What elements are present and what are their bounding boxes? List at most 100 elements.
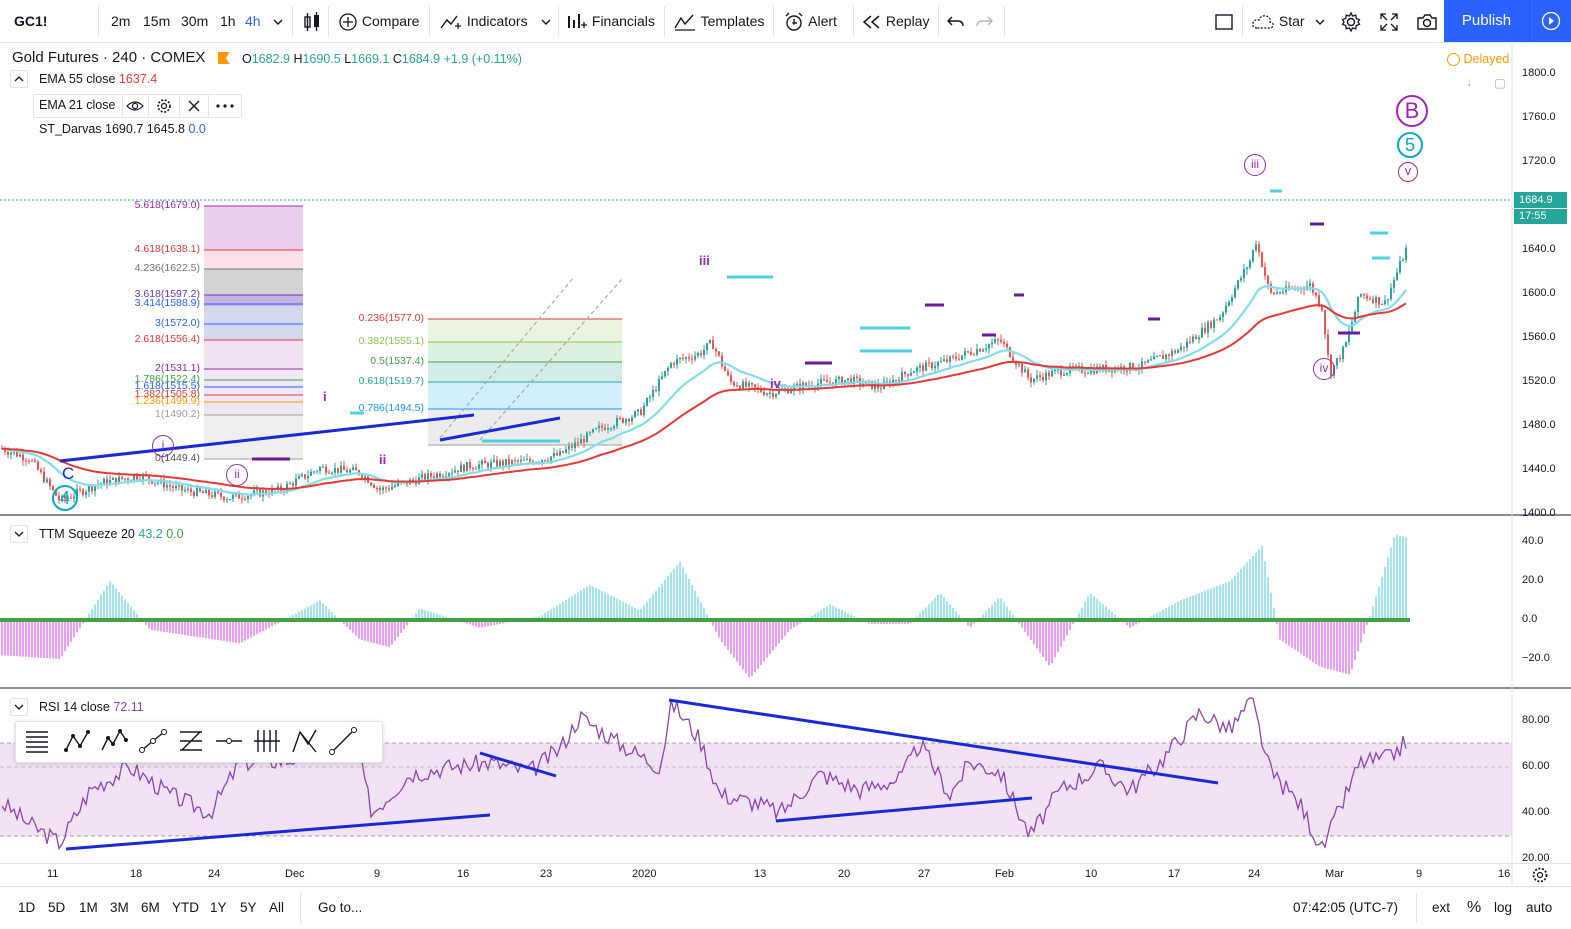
undo-icon[interactable] xyxy=(947,0,965,42)
cloud-save-button[interactable]: Star xyxy=(1251,0,1305,42)
close-label: C xyxy=(392,52,402,66)
publish-options-button[interactable] xyxy=(1529,0,1571,42)
wave-label-iv-mid[interactable]: iv xyxy=(770,376,781,391)
abcd-pattern-icon[interactable] xyxy=(58,722,96,760)
horizontal-ray-icon[interactable] xyxy=(210,722,248,760)
eye-icon[interactable] xyxy=(126,98,144,114)
fib-extension-level-label: 1.786(1522.4) xyxy=(134,373,200,385)
wave-label-i[interactable]: i xyxy=(152,435,174,457)
snapshot-camera-icon[interactable] xyxy=(1416,0,1438,42)
darvas-legend[interactable]: ST_Darvas 1690.7 1645.8 0.0 xyxy=(39,122,206,136)
range-button-5y[interactable]: 5Y xyxy=(240,900,257,915)
alert-label: Alert xyxy=(808,13,837,29)
range-button-1m[interactable]: 1M xyxy=(79,900,98,915)
interval-4h-active[interactable]: 4h xyxy=(245,13,261,29)
symbol-search[interactable]: GC1! xyxy=(14,13,48,29)
elliott-wave-icon[interactable] xyxy=(96,722,134,760)
range-button-6m[interactable]: 6M xyxy=(141,900,160,915)
publish-button[interactable]: Publish xyxy=(1444,0,1529,42)
flag-icon[interactable] xyxy=(217,52,230,65)
alert-button[interactable]: Alert xyxy=(783,0,837,42)
log-scale-toggle[interactable]: log xyxy=(1494,900,1513,915)
restore-pane-icon[interactable]: ▢ xyxy=(1494,76,1506,90)
goto-date-button[interactable]: Go to... xyxy=(318,900,363,915)
fib-extension-drawing[interactable] xyxy=(204,205,303,460)
wave-label-5[interactable]: 5 xyxy=(1397,132,1423,158)
interval-1h[interactable]: 1h xyxy=(220,13,236,29)
rsi-tick-label: 40.00 xyxy=(1522,806,1550,818)
time-axis[interactable]: 11 18 24 Dec 9 16 23 2020 13 20 27 Feb 10 17 24 Mar 9 16 xyxy=(0,863,1571,886)
ema55-legend[interactable]: EMA 55 close 1637.4 xyxy=(39,72,157,86)
toolbar-divider xyxy=(1416,893,1417,923)
rsi-legend[interactable]: RSI 14 close 72.11 xyxy=(39,700,144,714)
collapse-ttm-chevron-icon[interactable] xyxy=(10,525,28,543)
delayed-label: Delayed xyxy=(1463,52,1510,66)
candle-style-icon[interactable] xyxy=(302,0,322,42)
ttm-legend[interactable]: TTM Squeeze 20 43.2 0.0 xyxy=(39,527,184,541)
fib-retracement-drawing[interactable] xyxy=(428,277,623,446)
replay-button[interactable]: Replay xyxy=(862,0,929,42)
range-button-1y[interactable]: 1Y xyxy=(210,900,227,915)
interval-30m[interactable]: 30m xyxy=(181,13,209,29)
fullscreen-layout-icon[interactable] xyxy=(1214,0,1234,42)
financials-button[interactable]: Financials xyxy=(566,0,655,42)
collapse-legend-chevron-icon[interactable] xyxy=(10,70,28,88)
price-tick-label: 1800.0 xyxy=(1522,67,1556,79)
range-button-5d[interactable]: 5D xyxy=(48,900,66,915)
wave-label-b[interactable]: B xyxy=(1396,95,1428,127)
indicators-label: Indicators xyxy=(466,13,528,29)
redo-icon[interactable] xyxy=(975,0,993,42)
wave-label-i-mid[interactable]: i xyxy=(323,389,327,404)
interval-chevron-down-icon[interactable] xyxy=(272,0,284,42)
wave-label-c[interactable]: C xyxy=(62,464,75,483)
toolbar-divider xyxy=(773,6,774,36)
vertical-lines-icon[interactable] xyxy=(248,722,286,760)
templates-button[interactable]: Templates xyxy=(673,0,764,42)
expand-fullscreen-icon[interactable] xyxy=(1379,0,1399,42)
wave-label-iii[interactable]: iii xyxy=(1244,154,1266,176)
collapse-rsi-chevron-icon[interactable] xyxy=(10,698,28,716)
time-tick-label: 24 xyxy=(208,868,221,880)
compare-label: Compare xyxy=(361,13,420,29)
settings-gear-icon[interactable] xyxy=(1531,866,1549,884)
percent-scale-toggle[interactable]: % xyxy=(1467,899,1482,916)
indicators-chevron-down-icon[interactable] xyxy=(540,0,552,42)
extended-hours-toggle[interactable]: ext xyxy=(1432,900,1451,915)
ema21-legend[interactable]: EMA 21 close xyxy=(33,94,242,118)
rsi-tick-label: 60.00 xyxy=(1522,760,1550,772)
line-tool-icon[interactable] xyxy=(324,722,362,760)
wave-label-4[interactable]: 4 xyxy=(52,485,78,511)
ema55-value: 1637.4 xyxy=(118,72,158,86)
fib-retracement-icon[interactable] xyxy=(172,722,210,760)
save-chevron-down-icon[interactable] xyxy=(1314,0,1326,42)
compare-button[interactable]: Compare xyxy=(338,0,419,42)
wave-label-ii-mid[interactable]: ii xyxy=(379,452,387,467)
range-button-1d[interactable]: 1D xyxy=(18,900,36,915)
chart-area[interactable]: Gold Futures · 240 · COMEX O1682.9 H1690… xyxy=(0,43,1571,885)
fib-retracement-level-label: 0.786(1494.5) xyxy=(358,402,424,414)
close-icon[interactable] xyxy=(187,99,201,113)
wave-label-v[interactable]: v xyxy=(1398,162,1418,182)
scroll-down-arrow-icon[interactable]: ↓ xyxy=(1466,75,1473,89)
toolbar-divider xyxy=(429,6,430,36)
pitchfork-icon[interactable] xyxy=(286,722,324,760)
settings-gear-icon[interactable] xyxy=(156,98,172,114)
more-dots-icon[interactable] xyxy=(216,104,234,108)
indicators-button[interactable]: Indicators xyxy=(439,0,528,42)
wave-label-iv[interactable]: iv xyxy=(1313,358,1335,380)
settings-gear-icon[interactable] xyxy=(1340,0,1362,42)
wave-label-iii-mid[interactable]: iii xyxy=(699,253,710,268)
range-button-all[interactable]: All xyxy=(269,900,285,915)
interval-15m[interactable]: 15m xyxy=(143,13,171,29)
clock-timezone[interactable]: 07:42:05 (UTC-7) xyxy=(1293,900,1399,915)
toolbar-divider xyxy=(1242,6,1243,36)
trend-line-icon[interactable] xyxy=(134,722,172,760)
financials-icon xyxy=(568,14,587,29)
price-tick-label: 1440.0 xyxy=(1522,463,1556,475)
range-button-ytd[interactable]: YTD xyxy=(172,900,199,915)
drag-handle-icon[interactable] xyxy=(18,722,56,760)
interval-2m[interactable]: 2m xyxy=(111,13,131,29)
range-button-3m[interactable]: 3M xyxy=(110,900,129,915)
auto-scale-toggle[interactable]: auto xyxy=(1526,900,1553,915)
wave-label-ii[interactable]: ii xyxy=(226,464,248,486)
